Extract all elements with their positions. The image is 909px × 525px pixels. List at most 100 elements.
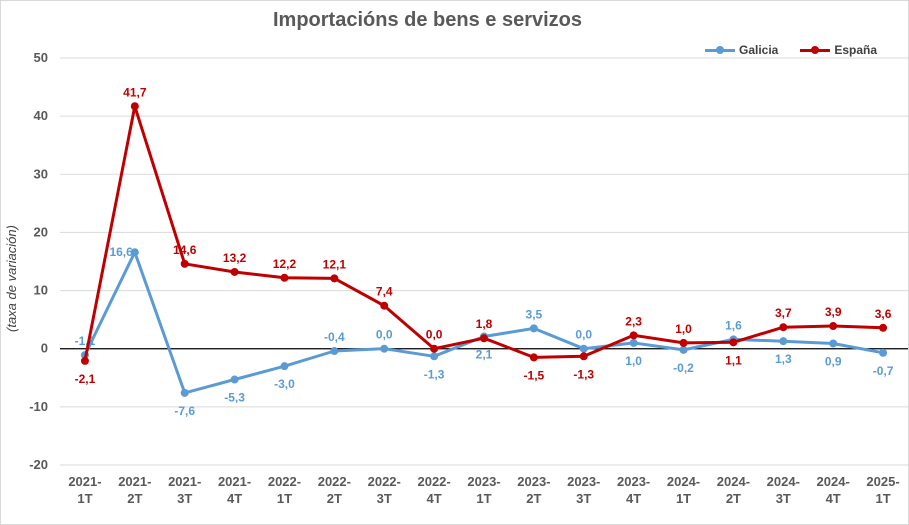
data-point-espana [480, 334, 488, 343]
data-point-espana [380, 301, 389, 310]
data-point-galicia [380, 344, 389, 353]
data-point-espana [80, 356, 89, 365]
data-label-galicia: 0,0 [376, 328, 393, 342]
data-label-espana: 3,7 [775, 306, 792, 320]
data-label-galicia: 16,6 [109, 245, 133, 259]
data-label-galicia: -7,6 [174, 404, 195, 418]
data-point-galicia [679, 345, 688, 354]
data-label-espana: 41,7 [123, 85, 147, 99]
data-point-galicia [529, 324, 538, 333]
data-point-espana [779, 323, 788, 332]
x-tick-label: 2021-1T [68, 474, 101, 506]
x-tick-label: 2025-1T [866, 474, 899, 506]
y-tick-label: 40 [34, 108, 48, 123]
y-tick-label: 50 [34, 50, 48, 65]
data-label-espana: 0,0 [426, 328, 443, 342]
data-point-galicia [280, 362, 289, 371]
data-label-galicia: 1,0 [625, 354, 642, 368]
x-tick-label: 2024-4T [817, 474, 850, 506]
data-label-espana: -2,1 [75, 372, 96, 386]
y-tick-label: 10 [34, 283, 48, 298]
legend-label-espana: España [834, 43, 878, 57]
data-point-espana [829, 322, 838, 331]
data-label-espana: 3,9 [825, 305, 842, 319]
x-tick-label: 2021-4T [218, 474, 251, 506]
legend-label-galicia: Galicia [739, 43, 779, 57]
y-tick-label: 0 [41, 341, 48, 356]
data-point-galicia [430, 352, 439, 361]
data-label-espana: 3,6 [875, 307, 892, 321]
data-point-galicia [130, 248, 139, 257]
chart-title: Importacións de bens e servizos [273, 9, 582, 31]
x-tick-label: 2023-4T [617, 474, 650, 506]
data-label-espana: -1,5 [524, 368, 545, 382]
x-tick-label: 2023-1T [467, 474, 500, 506]
x-tick-label: 2024-1T [667, 474, 700, 506]
legend-swatch-galicia [705, 45, 735, 55]
x-tick-label: 2022-3T [368, 474, 401, 506]
data-point-galicia [230, 375, 239, 384]
legend-item-espana: España [800, 43, 877, 57]
data-label-espana: 12,2 [273, 257, 297, 271]
data-label-espana: 1,8 [476, 317, 493, 331]
x-tick-label: 2022-4T [417, 474, 450, 506]
data-label-galicia: 1,3 [775, 352, 792, 366]
data-point-espana [430, 344, 439, 353]
data-point-galicia [829, 339, 838, 348]
data-label-espana: -1,3 [573, 367, 594, 381]
data-point-espana [280, 273, 289, 282]
x-tick-label: 2021-3T [168, 474, 201, 506]
data-label-galicia: -1,3 [424, 367, 445, 381]
data-point-galicia [330, 347, 339, 356]
y-tick-label: -20 [29, 457, 48, 472]
y-tick-label: 30 [34, 166, 48, 181]
legend-swatch-espana [800, 45, 831, 55]
data-point-galicia [629, 338, 638, 347]
data-label-espana: 2,3 [625, 314, 642, 328]
data-label-espana: 13,2 [223, 251, 247, 265]
data-label-espana: 7,4 [376, 285, 393, 299]
x-tick-label: 2023-3T [567, 474, 600, 506]
data-label-espana: 14,6 [173, 243, 197, 257]
y-tick-label: 20 [34, 224, 48, 239]
x-tick-label: 2023-2T [517, 474, 550, 506]
data-point-espana [879, 323, 888, 332]
data-label-galicia: -5,3 [224, 391, 245, 405]
chart-legend: Galicia España [705, 43, 877, 57]
data-point-espana [230, 267, 239, 276]
data-label-galicia: -0,7 [873, 364, 894, 378]
data-label-espana: 12,1 [323, 257, 347, 271]
data-label-galicia: 1,6 [725, 318, 742, 332]
data-point-espana [679, 338, 688, 347]
data-label-galicia: 3,5 [526, 307, 543, 321]
x-tick-label: 2022-2T [318, 474, 351, 506]
data-label-espana: 1,0 [675, 322, 692, 336]
data-label-galicia: -1,1 [75, 334, 96, 348]
data-point-espana [130, 102, 139, 111]
data-point-galicia [879, 348, 888, 357]
data-point-galicia [779, 337, 788, 346]
x-tick-label: 2022-1T [268, 474, 301, 506]
legend-item-galicia: Galicia [705, 43, 778, 57]
data-point-espana [729, 338, 738, 347]
y-tick-label: -10 [29, 399, 48, 414]
data-label-galicia: -0,4 [324, 330, 345, 344]
data-point-espana [579, 352, 588, 361]
data-label-galicia: -3,0 [274, 377, 295, 391]
x-tick-label: 2021-2T [118, 474, 151, 506]
data-label-galicia: 0,9 [825, 354, 842, 368]
x-tick-label: 2024-2T [717, 474, 750, 506]
data-label-galicia: -0,2 [673, 361, 694, 375]
data-point-espana [180, 259, 189, 268]
data-point-espana [629, 331, 638, 340]
data-label-espana: 1,1 [725, 353, 742, 367]
data-point-galicia [579, 344, 588, 353]
data-point-espana [529, 353, 538, 362]
data-label-galicia: 2,1 [476, 348, 493, 362]
data-point-galicia [180, 388, 189, 397]
x-tick-label: 2024-3T [767, 474, 800, 506]
data-label-galicia: 0,0 [575, 328, 592, 342]
data-point-espana [330, 274, 339, 283]
